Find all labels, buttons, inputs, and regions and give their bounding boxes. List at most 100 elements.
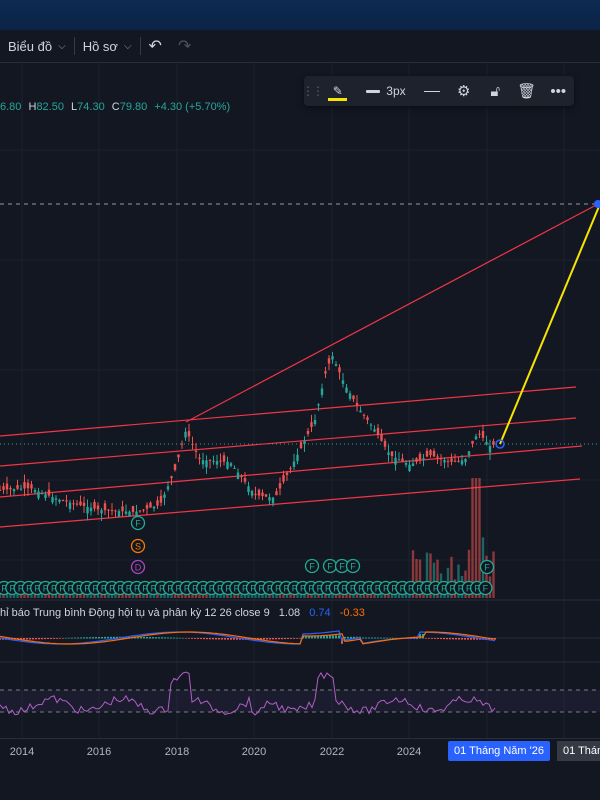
candle-body [285, 472, 289, 475]
toolbar-divider [73, 37, 75, 55]
candle-body [268, 497, 271, 501]
candle-body [184, 431, 187, 438]
candlestick-series [0, 351, 495, 522]
candle-body [422, 458, 425, 460]
volume-bar [341, 593, 345, 598]
candle-body [44, 494, 47, 499]
event-marker-label: F [400, 584, 406, 594]
event-marker-label: F [250, 584, 256, 594]
volume-bar [324, 593, 327, 598]
macd-histogram-bar [212, 638, 214, 640]
event-marker-label: F [483, 584, 489, 594]
macd-histogram-bar [317, 635, 319, 639]
redo-icon[interactable]: ↷ [177, 38, 192, 55]
volume-bar [205, 593, 208, 598]
candle-body [404, 463, 408, 465]
macd-histogram-bar [374, 637, 376, 639]
candle-body [131, 506, 135, 512]
candle-body [355, 402, 359, 405]
volume-bar [296, 593, 299, 598]
macd-signal-line [0, 631, 496, 645]
candle-body [23, 482, 26, 489]
candle-body [177, 454, 180, 458]
event-marker-label: F [59, 584, 65, 594]
unlock-icon[interactable]: 🔓︎ [490, 82, 501, 100]
close-value: 79.80 [119, 101, 148, 113]
macd-histogram-bar [230, 638, 232, 640]
volume-bar [492, 551, 495, 598]
ohlc-legend: 6.80 H82.50 L74.30 C79.80 +4.30 (+5.70%) [0, 101, 230, 113]
macd-histogram-bar [167, 637, 169, 639]
volume-bar [278, 591, 282, 598]
candle-body [128, 511, 131, 517]
macd-histogram-bar [239, 638, 241, 640]
macd-legend: hỉ báo Trung bình Động hội tụ và phân kỳ… [0, 607, 365, 619]
candle-body [474, 436, 478, 440]
drag-handle-icon[interactable]: ⋮⋮ [302, 84, 324, 98]
macd-histogram-bar [332, 635, 334, 639]
candle-body [208, 459, 212, 461]
volume-bar [131, 591, 135, 598]
candle-body [327, 358, 331, 364]
macd-histogram-bar [140, 636, 142, 639]
macd-histogram-bar [314, 636, 316, 639]
line-style-button[interactable] [416, 76, 448, 106]
volume-bar [198, 591, 201, 598]
candle-body [16, 485, 19, 489]
candle-body [54, 498, 58, 500]
more-icon[interactable]: ••• [550, 82, 567, 100]
macd-histogram-bar [293, 638, 295, 639]
undo-icon[interactable]: ↶ [148, 38, 162, 55]
macd-histogram-bar [125, 636, 127, 639]
macd-histogram-bar [248, 638, 250, 640]
candle-body [96, 505, 100, 510]
line-width-button[interactable]: 3px [355, 76, 416, 106]
macd-histogram-bar [371, 637, 373, 639]
candle-body [397, 459, 401, 461]
top-toolbar: Biểu đồ ⌵ Hồ sơ ⌵ ↶ ↷ [0, 30, 600, 63]
event-marker-label: F [416, 584, 422, 594]
event-marker [130, 515, 146, 531]
event-marker-label: F [101, 584, 107, 594]
event-marker [304, 558, 320, 574]
macd-histogram-bar [320, 635, 322, 639]
macd-histogram-bar [197, 638, 199, 639]
candle-body [100, 510, 103, 514]
macd-histogram-bar [182, 637, 184, 639]
candle-body [443, 460, 446, 463]
trash-icon[interactable]: 🗑︎ [517, 83, 537, 100]
event-marker-label: F [135, 519, 141, 529]
toolbar-divider [139, 37, 141, 55]
time-tick: 2024 [396, 746, 422, 758]
candle-body [243, 478, 247, 482]
profile-menu-button[interactable]: Hồ sơ ⌵ [75, 30, 140, 62]
macd-histogram-bar [113, 636, 115, 639]
time-axis[interactable]: 2014 2016 2018 2020 2022 2024 [0, 738, 600, 765]
event-marker-label: F [259, 584, 265, 594]
event-marker-label: F [358, 584, 364, 594]
candle-body [5, 483, 9, 490]
event-marker-label: F [267, 584, 273, 594]
macd-histogram-bar [59, 638, 61, 639]
settings-icon[interactable]: ⚙ [456, 83, 471, 100]
event-marker [130, 538, 146, 554]
macd-histogram-bar [350, 636, 352, 639]
candle-body [471, 440, 474, 444]
candle-body [180, 443, 184, 445]
event-marker-label: F [167, 584, 173, 594]
projection-end-handle [594, 200, 600, 208]
macd-histogram-bar [107, 636, 109, 639]
macd-histogram-bar [77, 637, 79, 639]
macd-histogram-bar [188, 638, 190, 639]
candle-body [215, 461, 219, 465]
macd-histogram-bar [80, 637, 82, 639]
macd-histogram-bar [272, 638, 274, 640]
candle-body [359, 410, 362, 413]
event-marker-label: F [339, 562, 345, 572]
candle-body [236, 472, 240, 479]
chart-menu-button[interactable]: Biểu đồ ⌵ [0, 30, 74, 62]
pencil-icon[interactable]: ✎ [320, 76, 355, 106]
candle-body [233, 467, 236, 469]
